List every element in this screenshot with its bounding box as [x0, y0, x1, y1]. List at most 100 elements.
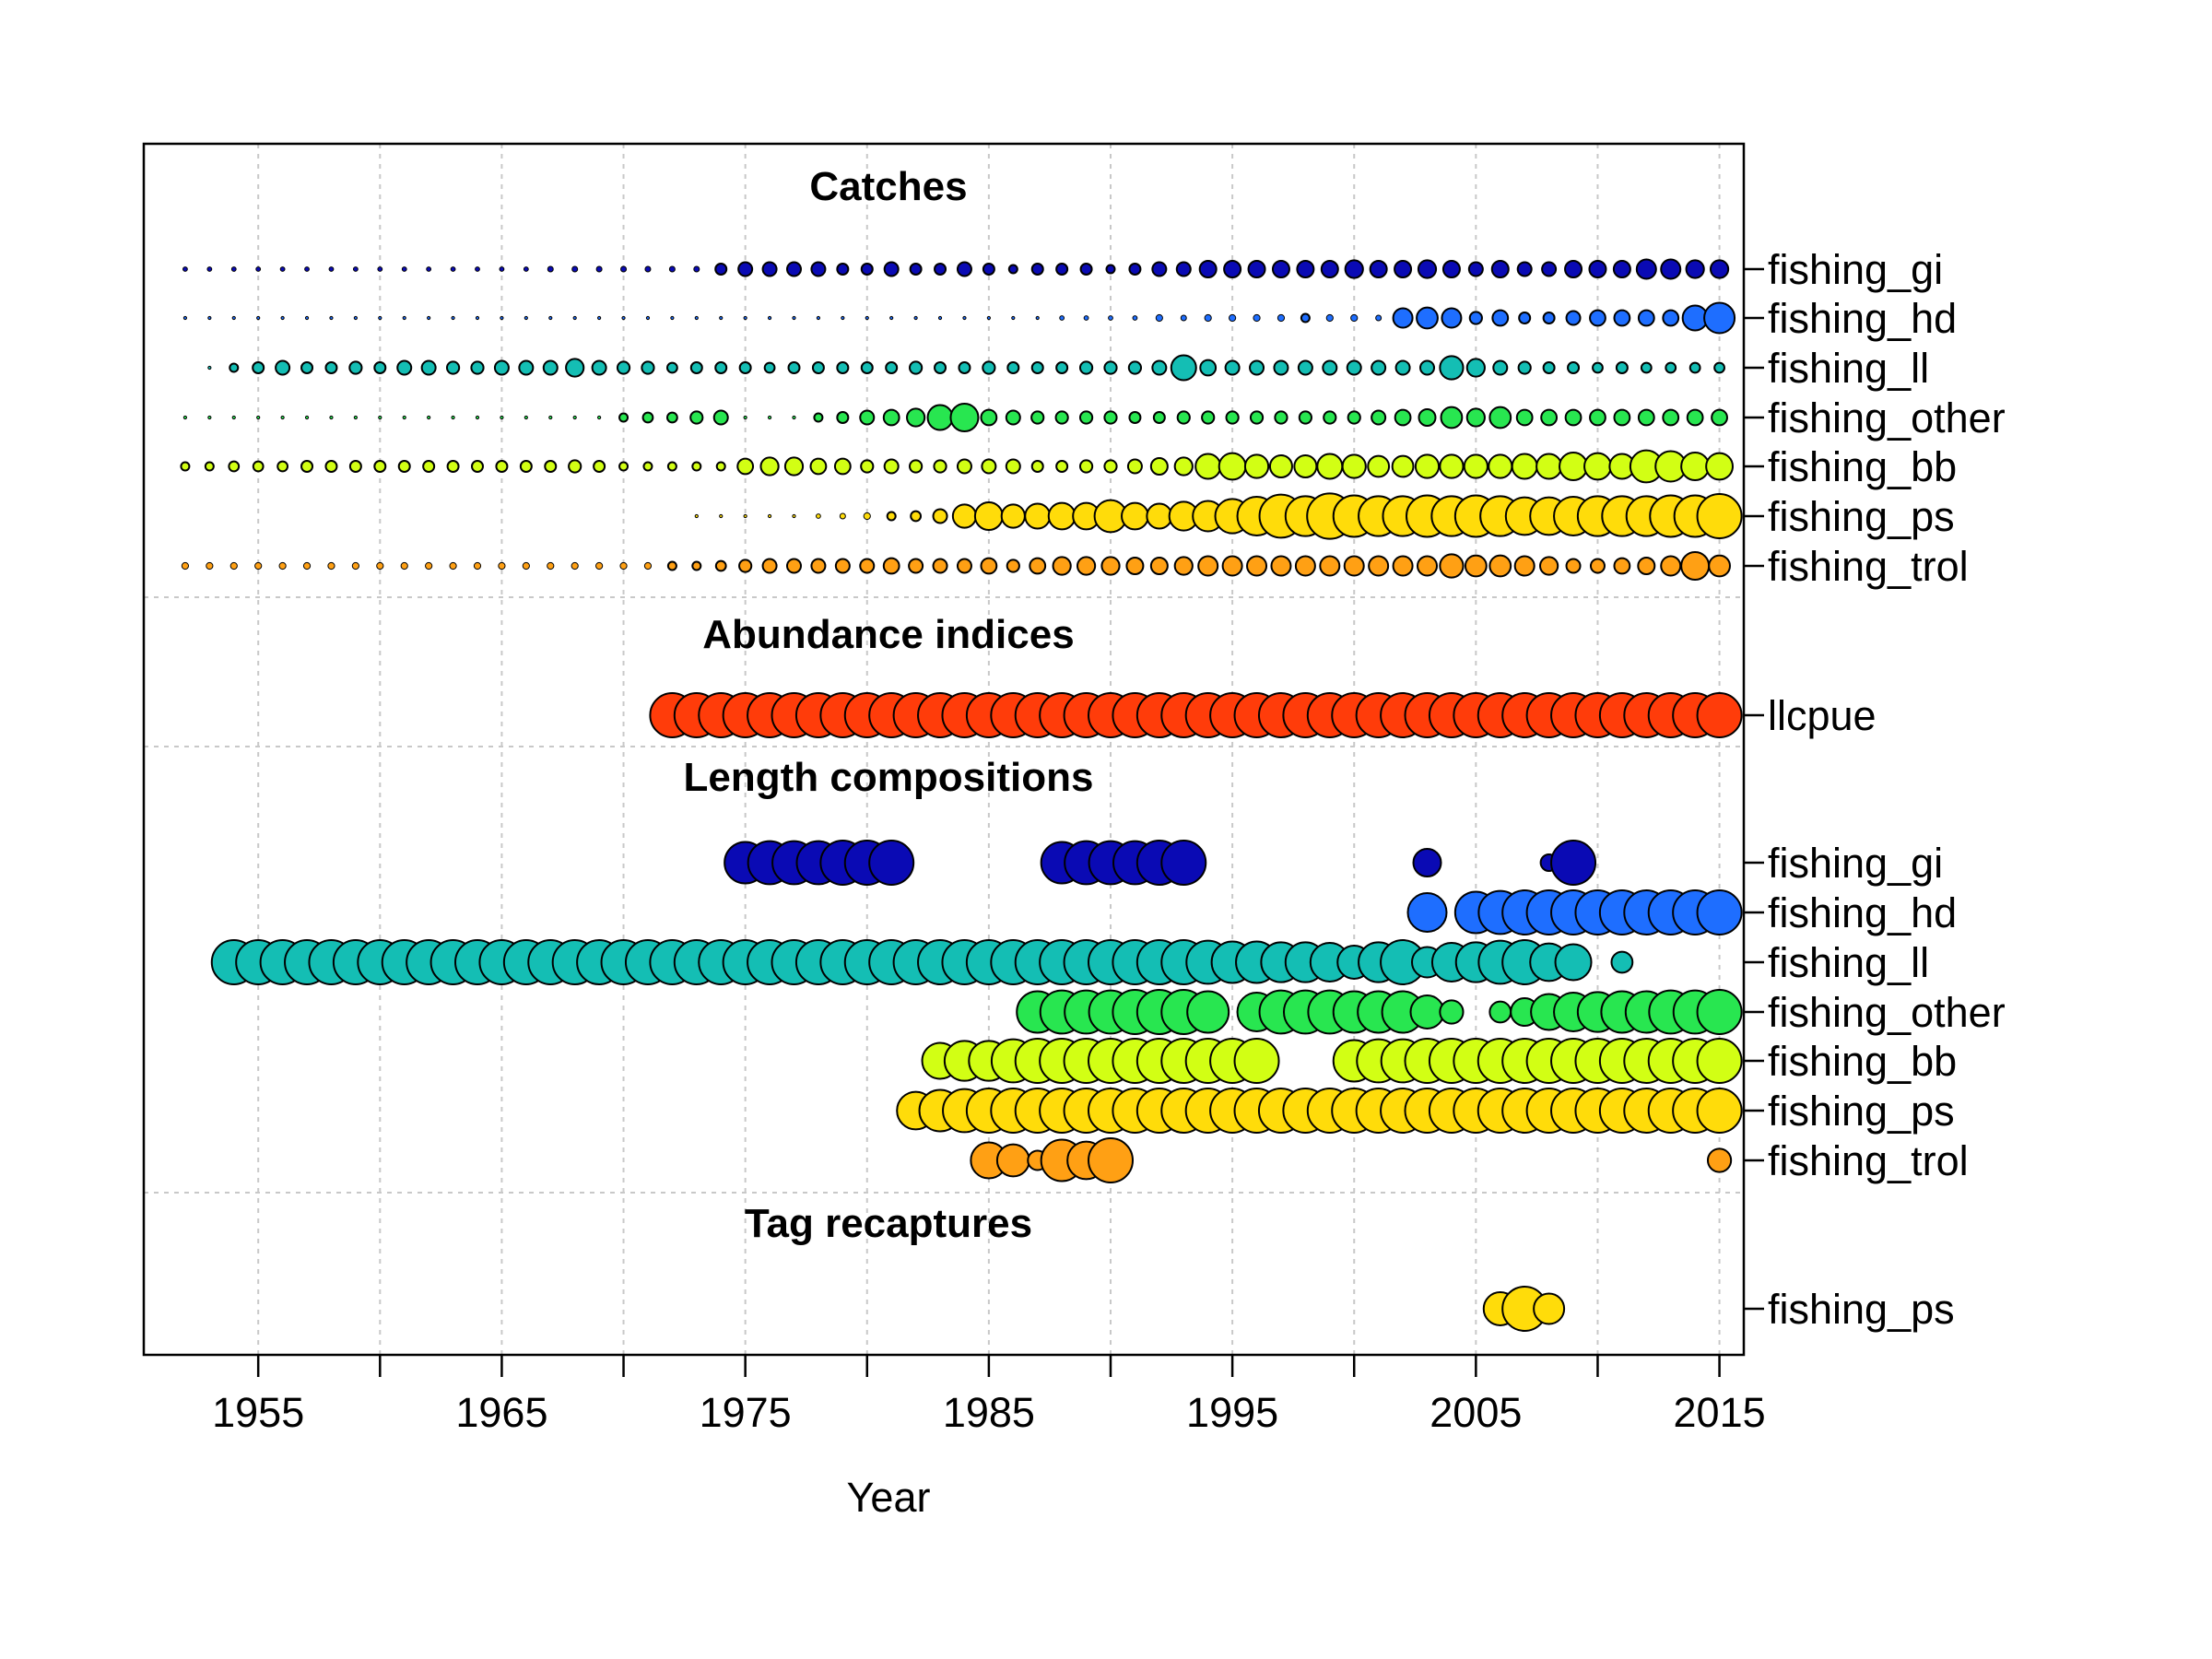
data-point — [1516, 261, 1533, 277]
data-point — [1368, 555, 1390, 577]
data-point — [1662, 408, 1680, 427]
data-point — [1247, 260, 1266, 278]
x-axis: 1955 1965 1975 1985 1995 2005 2015 — [212, 1355, 1766, 1436]
data-point — [882, 408, 900, 427]
data-point — [616, 360, 631, 375]
data-point — [276, 460, 289, 473]
data-point — [397, 460, 411, 473]
data-point — [1151, 261, 1168, 277]
data-point — [1323, 410, 1337, 425]
fleet-label: fishing_trol — [1768, 543, 1969, 590]
data-point — [1233, 1038, 1280, 1084]
data-point — [1635, 258, 1657, 280]
fleet-label: fishing_bb — [1768, 443, 1957, 490]
data-point — [252, 361, 265, 374]
data-point — [593, 460, 606, 473]
data-point — [714, 361, 728, 374]
data-point — [1589, 558, 1606, 574]
data-point — [402, 315, 406, 321]
data-point — [694, 315, 699, 321]
fleet-label: fishing_other — [1768, 394, 2006, 441]
data-point — [1297, 359, 1313, 376]
data-point — [1176, 410, 1191, 425]
data-point — [933, 459, 947, 474]
data-point — [1218, 452, 1247, 481]
data-point — [885, 361, 899, 374]
data-point — [1035, 315, 1040, 321]
data-point — [351, 561, 359, 571]
data-point — [1268, 454, 1293, 478]
data-point — [571, 561, 579, 571]
section-separators — [144, 596, 1744, 1194]
data-point — [1589, 408, 1606, 427]
fleet-label: fishing_other — [1768, 989, 2006, 1036]
data-point — [719, 315, 724, 321]
data-point — [445, 360, 461, 375]
data-point — [641, 360, 655, 375]
data-point — [1274, 410, 1288, 425]
data-point — [422, 460, 436, 473]
data-point — [1439, 553, 1465, 579]
data-point — [324, 361, 338, 374]
data-point — [1055, 361, 1069, 374]
data-point — [207, 415, 212, 420]
data-point — [1610, 950, 1634, 974]
data-point — [810, 261, 827, 277]
data-point — [519, 460, 533, 473]
data-point — [1441, 307, 1463, 329]
data-point — [547, 561, 555, 571]
data-point — [783, 456, 805, 477]
data-point — [859, 409, 876, 426]
data-point — [956, 558, 972, 574]
data-point — [1711, 408, 1728, 427]
x-tick-label: 1995 — [1186, 1389, 1278, 1436]
data-point — [882, 557, 900, 575]
data-point — [1078, 459, 1094, 474]
data-point — [1006, 559, 1020, 573]
data-point — [572, 415, 577, 420]
data-point — [859, 558, 876, 574]
data-point — [1271, 260, 1290, 278]
data-point — [1186, 990, 1230, 1034]
fleet-label: llcpue — [1768, 692, 1877, 739]
data-point — [1078, 360, 1094, 375]
data-point — [689, 410, 704, 425]
data-point — [719, 513, 724, 519]
data-point — [1221, 555, 1243, 577]
data-point — [450, 266, 456, 272]
data-point — [1103, 459, 1118, 474]
data-point — [956, 458, 972, 475]
data-point — [571, 265, 579, 273]
data-point — [1490, 260, 1510, 278]
data-point — [693, 265, 700, 273]
data-point — [1201, 410, 1216, 425]
data-point — [738, 361, 752, 374]
data-point — [738, 559, 753, 573]
data-point — [1414, 453, 1441, 479]
data-point — [1567, 361, 1581, 374]
data-point — [1173, 556, 1194, 576]
data-point — [1613, 408, 1631, 427]
data-point — [498, 561, 506, 571]
data-point — [982, 360, 996, 375]
data-point — [1706, 1147, 1733, 1173]
data-point — [621, 315, 626, 321]
data-point — [1589, 309, 1606, 327]
data-point — [1103, 410, 1118, 425]
data-point — [1518, 312, 1532, 324]
data-point — [1550, 840, 1597, 886]
data-point — [1121, 501, 1149, 531]
data-point — [1155, 313, 1163, 323]
data-point — [913, 315, 918, 321]
data-point — [1464, 554, 1488, 578]
data-point — [1367, 454, 1391, 478]
data-point — [759, 456, 780, 477]
data-point — [641, 411, 654, 424]
data-point — [324, 460, 338, 473]
data-point — [348, 360, 363, 375]
data-point — [1391, 454, 1415, 478]
data-point — [256, 315, 261, 321]
data-point — [1637, 557, 1656, 575]
data-point — [712, 409, 729, 426]
data-point — [1416, 555, 1438, 577]
